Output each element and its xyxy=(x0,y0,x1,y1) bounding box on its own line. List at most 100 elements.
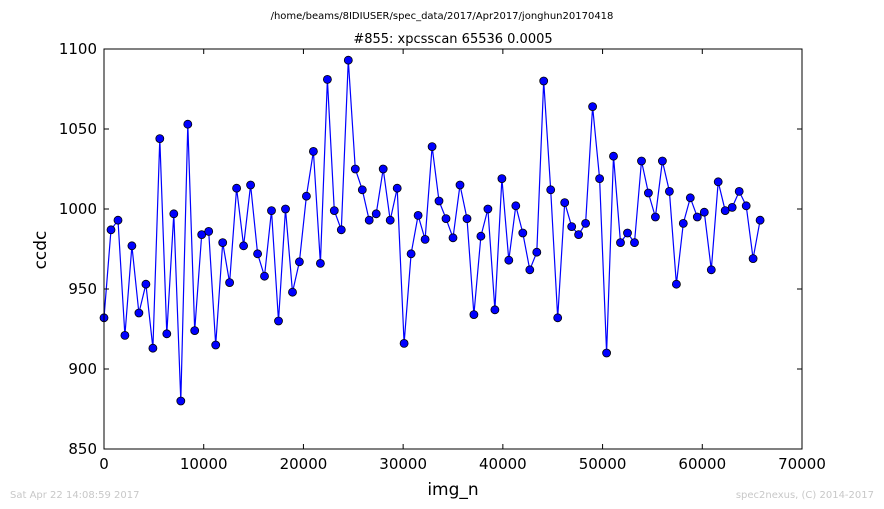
data-point xyxy=(518,228,528,238)
chart-title: #855: xpcsscan 65536 0.0005 xyxy=(353,32,552,47)
data-point xyxy=(385,215,395,225)
x-tick-label: 20000 xyxy=(280,455,328,473)
data-point xyxy=(609,151,618,161)
data-point xyxy=(672,279,681,289)
data-point xyxy=(434,196,444,206)
data-point xyxy=(525,265,535,275)
data-point xyxy=(183,119,193,129)
data-point xyxy=(678,218,688,228)
data-point xyxy=(281,204,290,214)
data-point xyxy=(315,258,325,268)
x-tick-label: 0 xyxy=(99,455,109,473)
data-point xyxy=(692,212,702,222)
data-point xyxy=(490,305,500,315)
data-point xyxy=(274,316,283,326)
x-tick-label: 70000 xyxy=(778,455,826,473)
data-point xyxy=(294,257,304,267)
data-point xyxy=(699,207,709,217)
data-point xyxy=(155,134,165,144)
y-tick-label: 950 xyxy=(68,280,97,298)
data-point xyxy=(734,186,744,196)
y-tick-label: 1100 xyxy=(59,40,97,58)
y-axis-label: ccdc xyxy=(31,231,51,270)
data-point xyxy=(267,206,276,216)
data-point xyxy=(602,348,611,358)
y-tick-label: 900 xyxy=(68,360,97,378)
data-point xyxy=(162,329,172,339)
data-point xyxy=(357,185,367,195)
y-tick-label: 850 xyxy=(68,440,97,458)
data-point xyxy=(567,222,577,232)
plot-area xyxy=(99,55,765,406)
footer-credit: spec2nexus, (C) 2014-2017 xyxy=(736,490,874,501)
x-tick-label: 10000 xyxy=(180,455,228,473)
data-point xyxy=(364,215,374,225)
x-axis-label: img_n xyxy=(427,480,478,500)
data-point xyxy=(755,215,765,225)
data-point xyxy=(127,241,137,251)
data-point xyxy=(588,102,597,111)
footer-timestamp: Sat Apr 22 14:08:59 2017 xyxy=(10,490,140,501)
file-path-header: /home/beams/8IDIUSER/spec_data/2017/Apr2… xyxy=(271,11,614,22)
data-point xyxy=(246,180,256,190)
data-point xyxy=(574,230,583,240)
data-point xyxy=(483,204,493,214)
data-point xyxy=(741,201,751,211)
data-point xyxy=(553,313,563,323)
plot-frame xyxy=(103,48,803,450)
data-point xyxy=(630,238,639,248)
data-point xyxy=(532,247,542,257)
y-tick-label: 1050 xyxy=(59,120,97,138)
data-point xyxy=(539,76,549,86)
data-point xyxy=(441,214,451,224)
data-point xyxy=(204,226,214,236)
data-point xyxy=(322,75,332,84)
data-point xyxy=(288,287,297,297)
data-point xyxy=(106,225,116,235)
data-point xyxy=(413,210,423,220)
data-point xyxy=(616,238,625,248)
data-point xyxy=(399,338,409,348)
x-tick-label: 50000 xyxy=(579,455,627,473)
axis-ticks: 0 10000 20000 30000 40000 50000 60000 70000 850 9… xyxy=(59,40,826,473)
data-point xyxy=(148,343,158,353)
data-point xyxy=(308,146,318,156)
x-tick-label: 40000 xyxy=(479,455,527,473)
data-point xyxy=(239,241,249,251)
data-point xyxy=(120,330,130,340)
data-point xyxy=(253,249,263,259)
data-point xyxy=(546,185,556,195)
data-point xyxy=(504,255,514,265)
data-point xyxy=(350,164,360,174)
data-point xyxy=(427,142,437,152)
data-point xyxy=(343,55,353,65)
data-point xyxy=(336,225,346,235)
data-point xyxy=(497,174,507,184)
data-point xyxy=(378,164,388,174)
data-point xyxy=(685,193,695,203)
data-point xyxy=(260,271,269,281)
data-point xyxy=(469,310,479,320)
x-tick-label: 60000 xyxy=(678,455,726,473)
data-point xyxy=(713,177,723,187)
data-point xyxy=(190,326,200,336)
data-point xyxy=(623,228,632,238)
data-point xyxy=(420,234,430,244)
data-point xyxy=(637,156,646,166)
data-point xyxy=(511,201,521,211)
data-point xyxy=(462,214,472,224)
data-point xyxy=(176,396,186,406)
data-point xyxy=(113,215,123,225)
data-point xyxy=(141,279,151,289)
data-point xyxy=(727,202,737,212)
data-point xyxy=(658,156,667,166)
data-point xyxy=(595,174,604,184)
data-point xyxy=(392,183,402,193)
data-point xyxy=(581,218,590,228)
data-point xyxy=(218,238,228,248)
data-point xyxy=(748,254,758,264)
data-point xyxy=(665,186,674,196)
data-point xyxy=(211,340,221,350)
data-point xyxy=(560,198,570,208)
